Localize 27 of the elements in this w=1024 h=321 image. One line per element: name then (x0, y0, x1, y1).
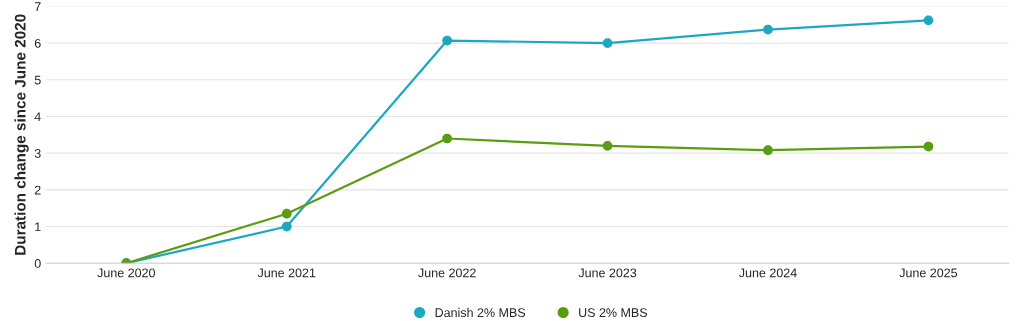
y-tick-label: 0 (34, 259, 41, 268)
legend-label: Danish 2% MBS (435, 307, 526, 318)
y-tick-label: 4 (34, 112, 41, 122)
x-tick-label: June 2021 (257, 268, 316, 278)
point (602, 140, 613, 151)
y-tick-label: 1 (35, 222, 41, 232)
x-tick-label: June 2024 (739, 268, 797, 278)
y-tick-label: 6 (34, 38, 41, 48)
x-tick-label: June 2025 (899, 268, 958, 278)
point (763, 145, 773, 156)
y-tick-label: 5 (34, 75, 41, 85)
point (281, 221, 292, 232)
x-tick-label: June 2020 (97, 268, 155, 278)
x-tick-label: June 2022 (418, 268, 476, 278)
point (281, 208, 292, 219)
point (602, 38, 613, 48)
x-tick-label: June 2023 (578, 268, 637, 278)
point (442, 35, 453, 46)
legend-label: US 2% MBS (579, 308, 648, 318)
y-axis-title: Duration change since June 2020 (14, 14, 29, 255)
y-tick-label: 3 (34, 148, 41, 158)
y-tick-label: 7 (34, 2, 41, 11)
point (923, 141, 934, 152)
point (442, 133, 453, 144)
point (923, 15, 934, 26)
point (763, 24, 773, 35)
y-tick-label: 2 (34, 185, 41, 195)
